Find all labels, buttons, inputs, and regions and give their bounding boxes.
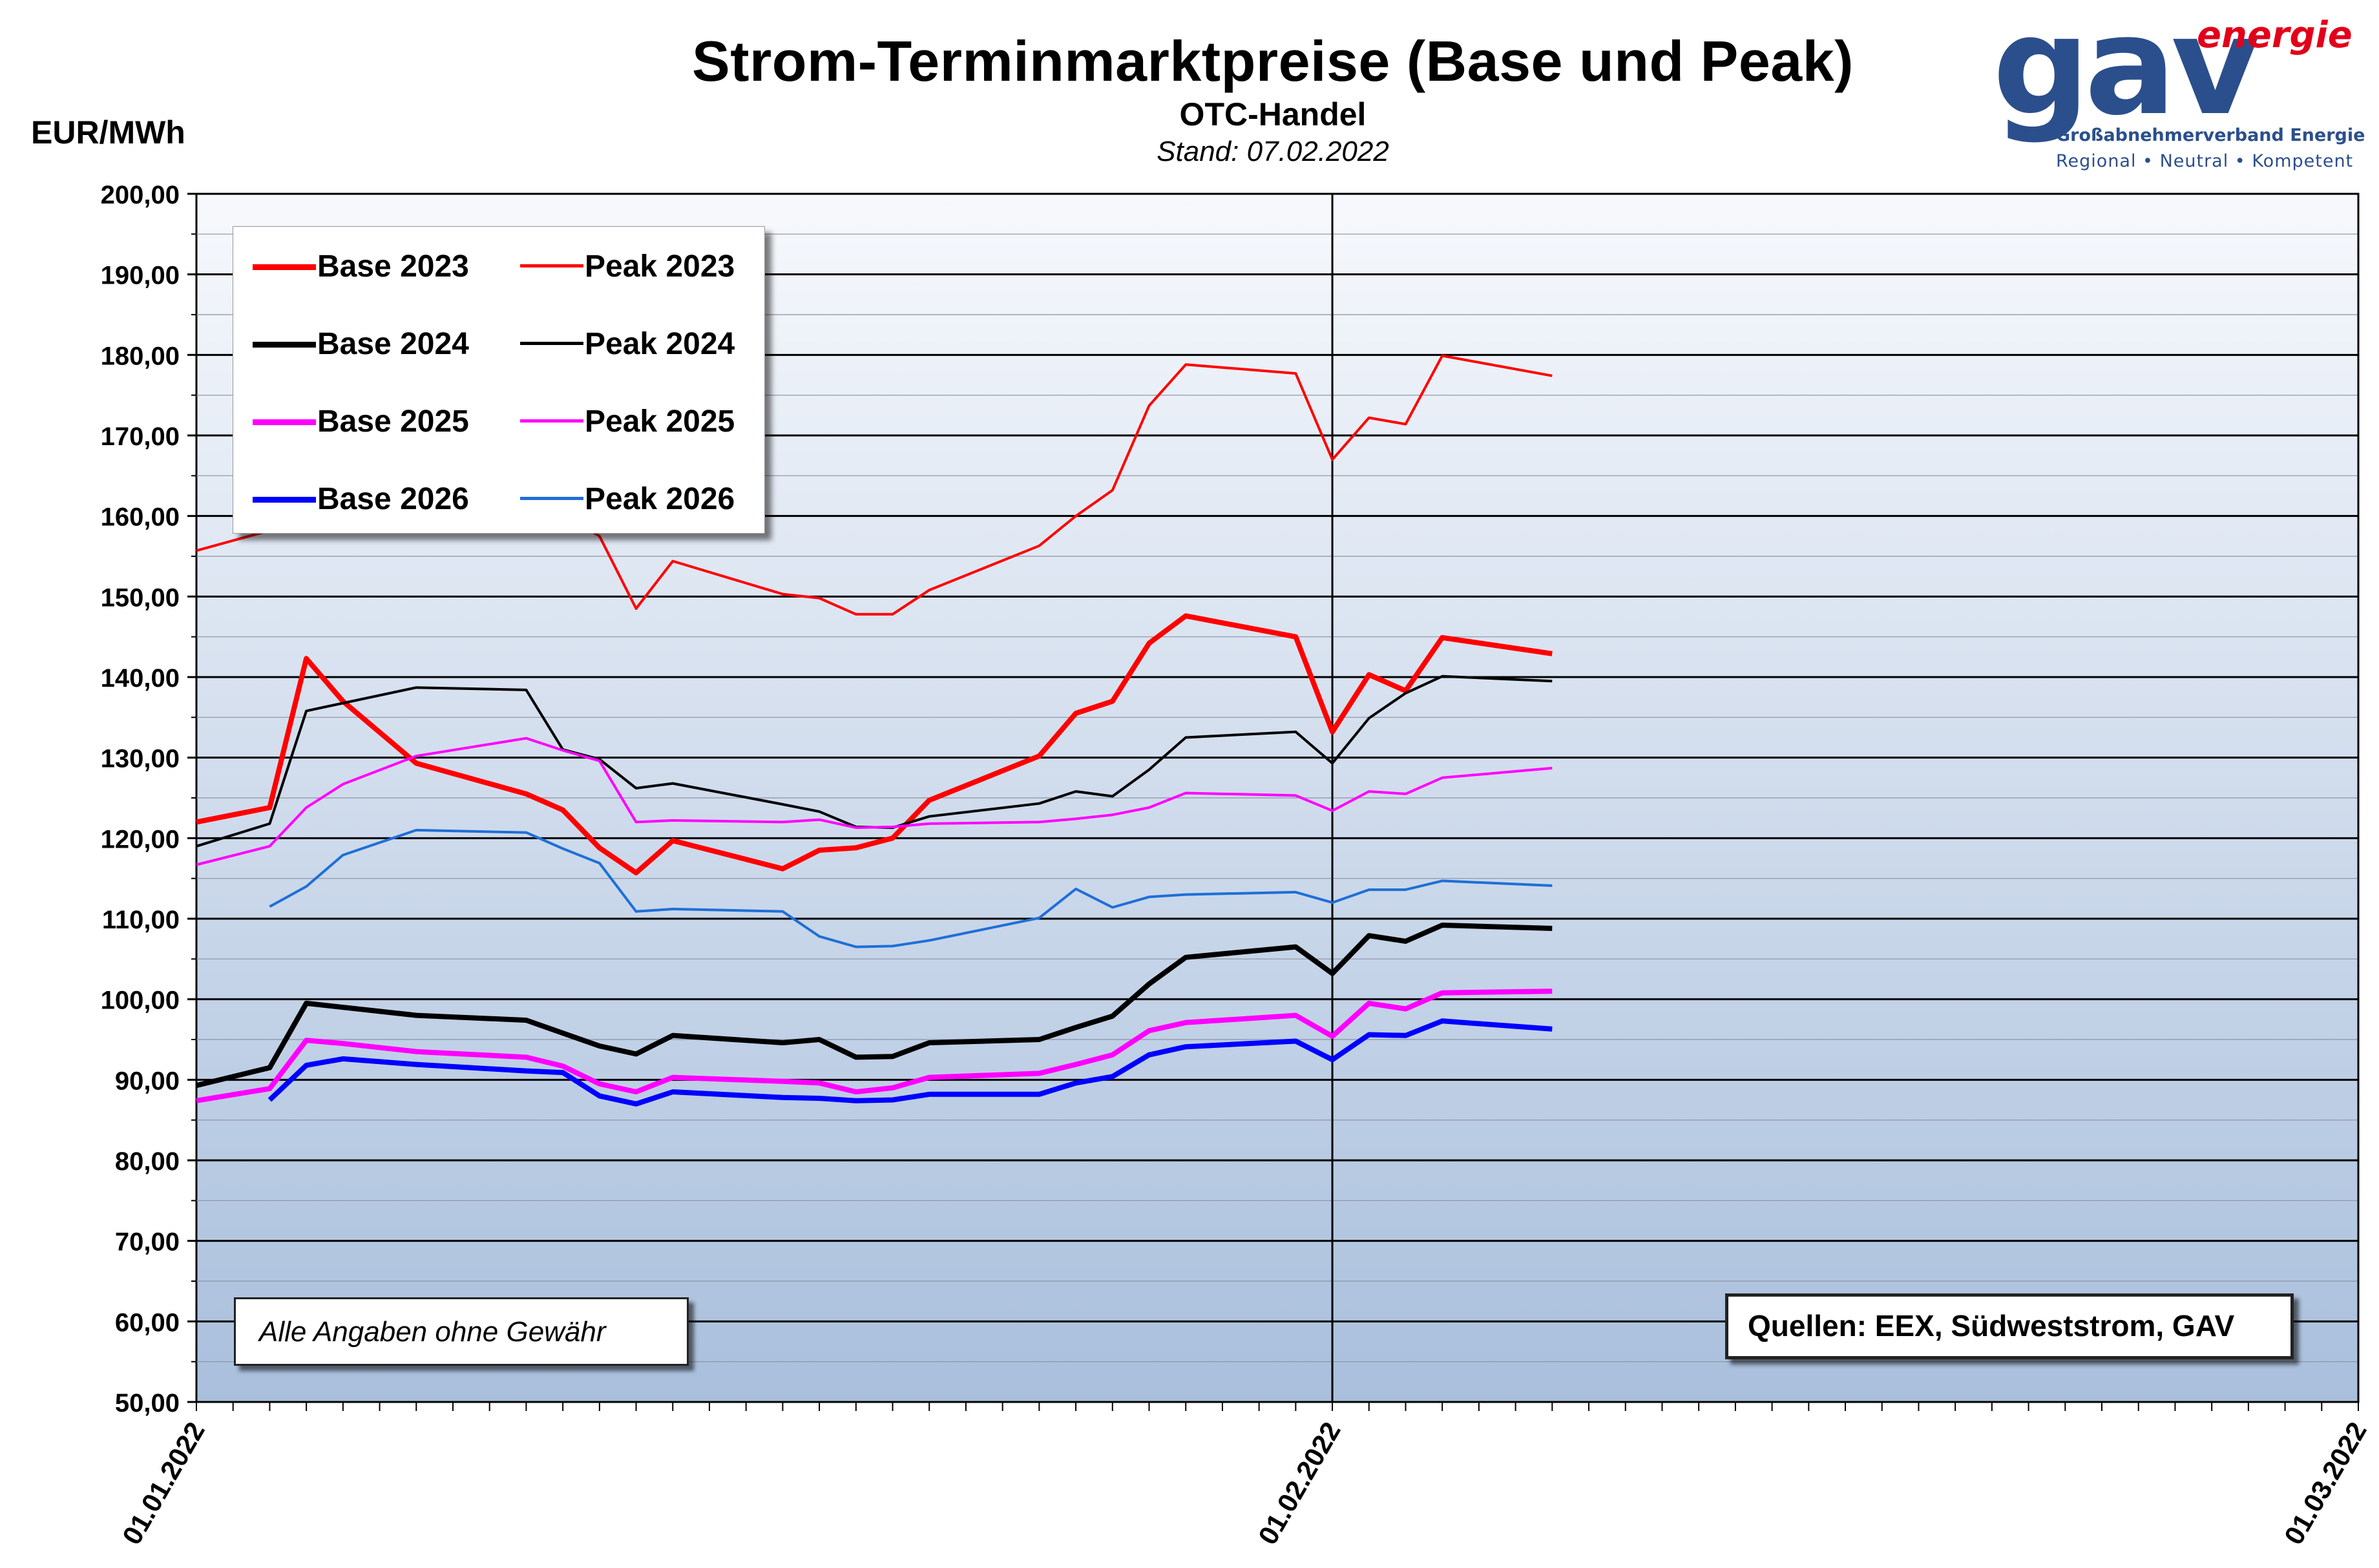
- legend-label: Base 2024: [317, 327, 469, 361]
- y-tick-label: 80,00: [115, 1147, 180, 1176]
- x-tick-label: 01.03.2022: [2278, 1417, 2373, 1550]
- x-tick-label: 01.02.2022: [1252, 1417, 1347, 1550]
- y-tick-label: 160,00: [101, 503, 180, 532]
- legend-swatch: [253, 342, 316, 348]
- legend-label: Peak 2026: [585, 482, 735, 516]
- legend: Base 2023 Peak 2023 Base 2024 Peak 2024 Base…: [233, 226, 765, 534]
- legend-label: Peak 2024: [585, 327, 735, 361]
- gav-logo: gav energie Großabnehmerverband Energie …: [1990, 0, 2365, 174]
- stand-date: Stand: 07.02.2022: [1157, 136, 1389, 167]
- legend-swatch: [520, 342, 583, 345]
- legend-label: Base 2026: [317, 482, 469, 516]
- legend-swatch: [520, 264, 583, 267]
- series-line-base-2026: [267, 1018, 1553, 1107]
- y-axis-label: EUR/MWh: [31, 114, 185, 151]
- sources-text: Quellen: EEX, Südweststrom, GAV: [1748, 1309, 2235, 1343]
- y-tick-label: 100,00: [101, 987, 180, 1015]
- legend-swatch: [520, 497, 583, 500]
- y-tick-label: 140,00: [101, 664, 180, 693]
- chart-subtitle: OTC-Handel: [1179, 96, 1367, 132]
- y-tick-label: 120,00: [101, 825, 180, 853]
- legend-swatch: [520, 419, 583, 423]
- y-tick-label: 200,00: [101, 181, 180, 209]
- y-tick-label: 50,00: [115, 1389, 180, 1417]
- y-tick-label: 130,00: [101, 745, 180, 773]
- series-line-base-2025: [196, 988, 1553, 1103]
- disclaimer-box: Alle Angaben ohne Gewähr: [234, 1297, 689, 1366]
- chart-title: Strom-Terminmarktpreise (Base und Peak): [692, 29, 1854, 93]
- logo-tagline-1: Großabnehmerverband Energie: [2056, 125, 2365, 145]
- legend-label: Base 2025: [317, 404, 469, 439]
- legend-label: Base 2023: [317, 249, 469, 284]
- y-tick-label: 60,00: [115, 1308, 180, 1337]
- series-line-base-2024: [196, 923, 1553, 1088]
- legend-swatch: [253, 419, 316, 425]
- legend-label: Peak 2025: [585, 404, 735, 439]
- y-tick-label: 150,00: [101, 583, 180, 612]
- sources-box: Quellen: EEX, Südweststrom, GAV: [1725, 1293, 2294, 1359]
- y-tick-label: 170,00: [101, 423, 180, 451]
- y-tick-label: 110,00: [102, 906, 180, 934]
- y-tick-label: 180,00: [101, 342, 180, 370]
- legend-swatch: [253, 497, 316, 503]
- legend-label: Peak 2023: [585, 249, 735, 284]
- legend-swatch: [253, 264, 316, 270]
- logo-wordmark: gav: [1993, 0, 2259, 145]
- x-tick-label: 01.01.2022: [116, 1417, 211, 1550]
- series-line-base-2023: [196, 613, 1553, 875]
- series-line-peak-2026: [269, 828, 1553, 948]
- disclaimer-text: Alle Angaben ohne Gewähr: [259, 1316, 606, 1348]
- y-tick-label: 190,00: [101, 262, 180, 290]
- y-tick-label: 70,00: [115, 1228, 180, 1257]
- series-line-peak-2025: [196, 737, 1553, 866]
- logo-energie: energie: [2197, 14, 2353, 56]
- y-tick-label: 90,00: [115, 1067, 180, 1095]
- logo-tagline-2: Regional • Neutral • Kompetent: [2056, 151, 2354, 171]
